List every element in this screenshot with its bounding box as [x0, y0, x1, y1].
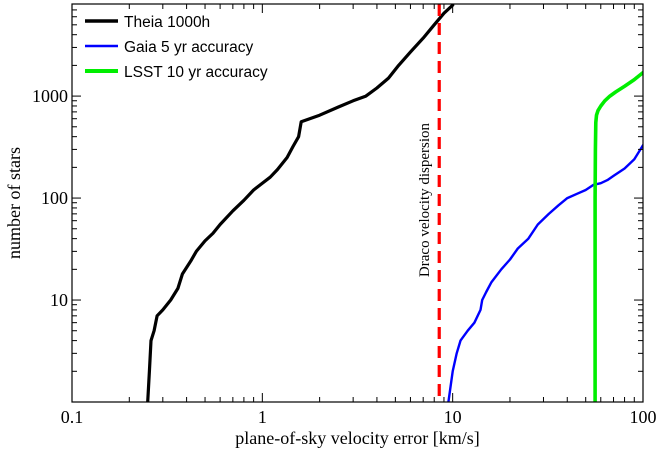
legend-layer: Theia 1000h Gaia 5 yr accuracy LSST 10 yr … [85, 14, 268, 81]
legend-label-2: Gaia 5 yr accuracy [124, 39, 253, 56]
tick-layer: 0.1 1 10 100 10 100 1000 [32, 3, 657, 427]
x-axis-label: plane-of-sky velocity error [km/s] [235, 428, 479, 448]
x-tick-label: 1 [258, 407, 267, 427]
x-tick-label: 100 [630, 407, 657, 427]
y-tick-label: 10 [50, 290, 68, 310]
series-line-2 [447, 143, 643, 402]
x-tick-label: 10 [444, 407, 462, 427]
series-layer [146, 4, 643, 402]
series-line-3 [593, 70, 643, 402]
y-axis-label: number of stars [4, 147, 24, 259]
y-tick-label: 1000 [32, 86, 68, 106]
y-tick-label: 100 [41, 188, 68, 208]
annotation-label-1: Draco velocity dispersion [417, 122, 433, 277]
x-tick-label: 0.1 [61, 407, 84, 427]
legend-label-1: Theia 1000h [124, 14, 210, 31]
legend-label-3: LSST 10 yr accuracy [124, 64, 268, 81]
annotation-layer: Draco velocity dispersion [417, 4, 441, 402]
series-line-1 [146, 4, 455, 402]
